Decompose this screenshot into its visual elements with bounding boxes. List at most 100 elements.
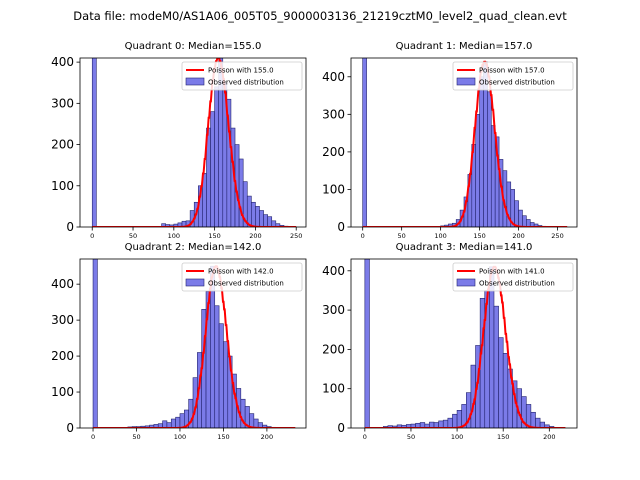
legend-observed-swatch — [456, 278, 476, 287]
x-tick-label: 150 — [473, 232, 485, 240]
histogram-bar — [498, 337, 504, 428]
legend: Poisson with 157.0 Observed distribution — [452, 61, 574, 91]
x-tick-label: 50 — [129, 232, 137, 240]
histogram-bar — [522, 215, 527, 227]
histogram-bar — [442, 419, 449, 428]
histogram-bar — [218, 323, 224, 428]
legend-observed-label: Observed distribution — [479, 280, 555, 288]
histogram-bar — [475, 114, 480, 227]
histogram-bar — [223, 341, 229, 428]
histogram-bar — [263, 214, 268, 227]
histogram-bar — [502, 353, 509, 428]
x-tick-label: 50 — [407, 433, 415, 441]
histogram-bar — [162, 420, 168, 428]
histogram-bar — [253, 418, 259, 428]
y-tick-label: 400 — [322, 264, 345, 278]
y-tick-label: 100 — [322, 382, 345, 396]
legend: Poisson with 142.0 Observed distribution — [181, 262, 303, 292]
histogram-bar — [175, 416, 181, 428]
x-tick-label: 200 — [261, 433, 273, 441]
legend-box — [181, 262, 303, 292]
y-tick-label: 100 — [322, 182, 345, 196]
y-tick-label: 200 — [322, 145, 345, 159]
y-tick-label: 300 — [322, 303, 345, 317]
legend-poisson-label: Poisson with 155.0 — [208, 67, 274, 75]
histogram-bar — [487, 91, 492, 227]
x-tick-label: 0 — [91, 433, 95, 441]
legend-box — [452, 61, 574, 91]
histogram-bar — [456, 410, 462, 428]
axes-frame — [350, 57, 578, 228]
x-tick-label: 250 — [290, 232, 302, 240]
histogram-bar — [493, 305, 499, 428]
x-tick-label: 50 — [132, 433, 140, 441]
x-tick-label: 150 — [208, 232, 220, 240]
x-tick-label: 100 — [451, 433, 463, 441]
y-tick-label: 400 — [322, 70, 345, 84]
histogram-bar — [170, 418, 176, 428]
legend: Poisson with 155.0 Observed distribution — [181, 61, 303, 91]
legend-box — [181, 61, 303, 91]
subplot-title: Quadrant 2: Median=142.0 — [125, 242, 262, 253]
plot-area-3 — [364, 259, 566, 428]
subplot-title: Quadrant 1: Median=157.0 — [396, 41, 533, 52]
y-tick-label: 200 — [51, 138, 74, 152]
legend-observed-label: Observed distribution — [208, 280, 284, 288]
histogram-bar — [249, 413, 255, 428]
histogram-bar — [267, 216, 273, 227]
histogram-bar — [179, 413, 185, 428]
histogram-bar — [214, 86, 219, 227]
subplot-title: Quadrant 0: Median=155.0 — [125, 41, 262, 52]
y-tick-label: 0 — [337, 220, 345, 234]
axes-frame — [79, 258, 307, 429]
figure-title: Data file: modeM0/AS1A06_005T05_90000031… — [73, 9, 567, 23]
x-tick-label: 0 — [90, 232, 94, 240]
legend-observed-swatch — [456, 77, 476, 86]
histogram-bar — [214, 305, 220, 428]
histogram-bar — [438, 420, 444, 428]
x-tick-label: 200 — [512, 232, 524, 240]
subplot-1: 0 50 100 150 200 250 0 100 200 300 400 Quadrant 1: … — [322, 41, 578, 240]
x-tick-label: 50 — [398, 232, 406, 240]
x-tick-label: 200 — [543, 433, 555, 441]
y-tick-label: 0 — [66, 421, 74, 435]
poisson-curve — [362, 60, 568, 227]
y-tick-label: 0 — [66, 220, 74, 234]
y-tick-label: 100 — [51, 385, 74, 399]
histogram-bar — [255, 206, 260, 227]
y-tick-label: 400 — [51, 277, 74, 291]
x-tick-label: 100 — [174, 433, 186, 441]
y-tick-label: 400 — [51, 55, 74, 69]
histogram-bar — [259, 210, 264, 227]
axes-frame — [79, 57, 307, 228]
histogram-bar — [452, 413, 458, 428]
y-tick-label: 200 — [322, 342, 345, 356]
legend-observed-swatch — [185, 77, 205, 86]
histogram-bar — [514, 200, 519, 227]
legend-observed-label: Observed distribution — [479, 79, 555, 87]
x-tick-label: 0 — [363, 433, 367, 441]
legend: Poisson with 141.0 Observed distribution — [452, 262, 574, 292]
histogram-bar — [490, 125, 496, 227]
x-tick-label: 200 — [249, 232, 261, 240]
histogram-bar — [530, 411, 536, 428]
histogram-bar — [364, 259, 370, 428]
legend-observed-label: Observed distribution — [208, 79, 284, 87]
poisson-curve — [364, 265, 566, 428]
histogram-bar — [535, 417, 541, 428]
legend-observed-swatch — [185, 278, 205, 287]
subplot-title: Quadrant 3: Median=141.0 — [396, 242, 533, 253]
y-tick-label: 100 — [51, 179, 74, 193]
y-tick-label: 300 — [51, 313, 74, 327]
subplots-grid: 0 50 100 150 200 250 0 100 200 300 400 Quadrant 0: … — [51, 41, 578, 441]
x-tick-label: 150 — [497, 433, 509, 441]
subplot-3: 0 50 100 150 200 0 100 200 300 400 Quadrant 3: Med… — [322, 242, 578, 441]
legend-poisson-label: Poisson with 157.0 — [479, 67, 545, 75]
y-tick-label: 200 — [51, 349, 74, 363]
legend-box — [452, 262, 574, 292]
legend-poisson-label: Poisson with 141.0 — [479, 268, 545, 276]
y-tick-label: 300 — [51, 96, 74, 110]
x-tick-label: 0 — [361, 232, 365, 240]
histogram-bar — [479, 76, 484, 227]
